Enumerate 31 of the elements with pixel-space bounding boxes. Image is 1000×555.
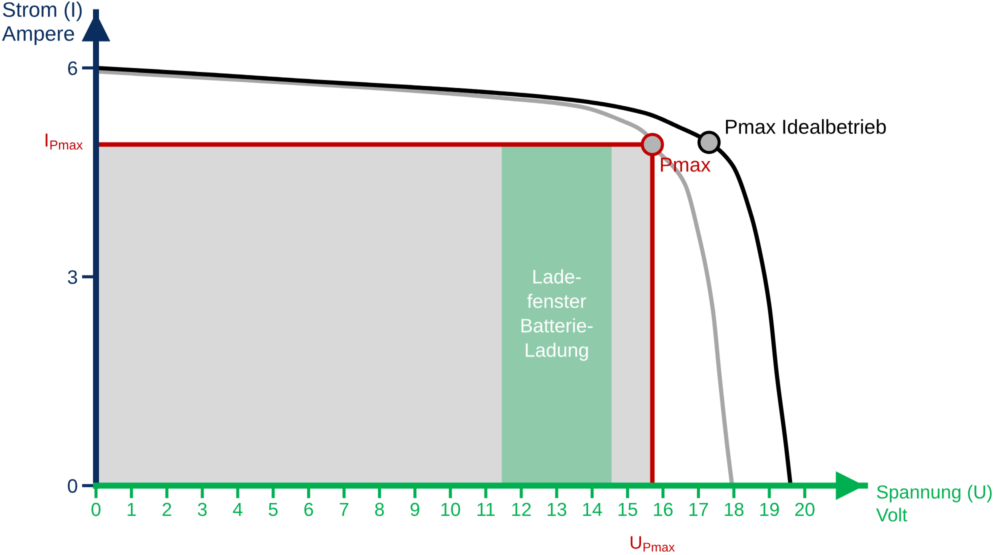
x-tick-label: 8 [375, 502, 384, 516]
x-tick-label: 5 [268, 502, 278, 516]
series-label: Pmax [660, 158, 711, 172]
series-label: Pmax Idealbetrieb [726, 119, 886, 134]
x-tick-label: 20 [795, 502, 814, 516]
ref-line-label: U$_{Pmax}$ [630, 536, 675, 552]
ref-line-label: I$_{Pmax}$ [46, 134, 83, 150]
x-tick-label: 4 [232, 502, 242, 516]
x-tick-label: 11 [478, 502, 495, 516]
x-tick-label: 10 [441, 502, 460, 516]
y-axis-title: Strom (I) Ampere [2, 2, 82, 46]
band-label: Lade- fenster Batterie- Ladung [522, 269, 593, 361]
x-tick-label: 2 [162, 502, 172, 516]
x-tick-label: 9 [410, 502, 420, 516]
x-tick-label: 0 [92, 502, 100, 516]
x-tick-label: 14 [583, 502, 602, 516]
y-tick-label: 0 [68, 479, 78, 493]
x-tick-label: 13 [548, 502, 566, 516]
x-tick-label: 3 [198, 502, 207, 516]
x-tick-label: 17 [689, 502, 708, 516]
x-tick-label: 6 [304, 502, 314, 516]
x-tick-label: 19 [760, 502, 779, 516]
x-axis-title: Spannung (U) Volt [876, 484, 992, 522]
x-tick-label: 16 [654, 502, 673, 516]
x-tick-label: 18 [724, 502, 744, 516]
y-tick-label: 6 [68, 61, 78, 76]
x-tick-label: 15 [618, 502, 638, 516]
y-tick-label: 3 [68, 270, 78, 284]
x-tick-label: 12 [512, 502, 531, 516]
x-tick-label: 7 [340, 502, 348, 516]
x-tick-label: 1 [128, 502, 136, 516]
